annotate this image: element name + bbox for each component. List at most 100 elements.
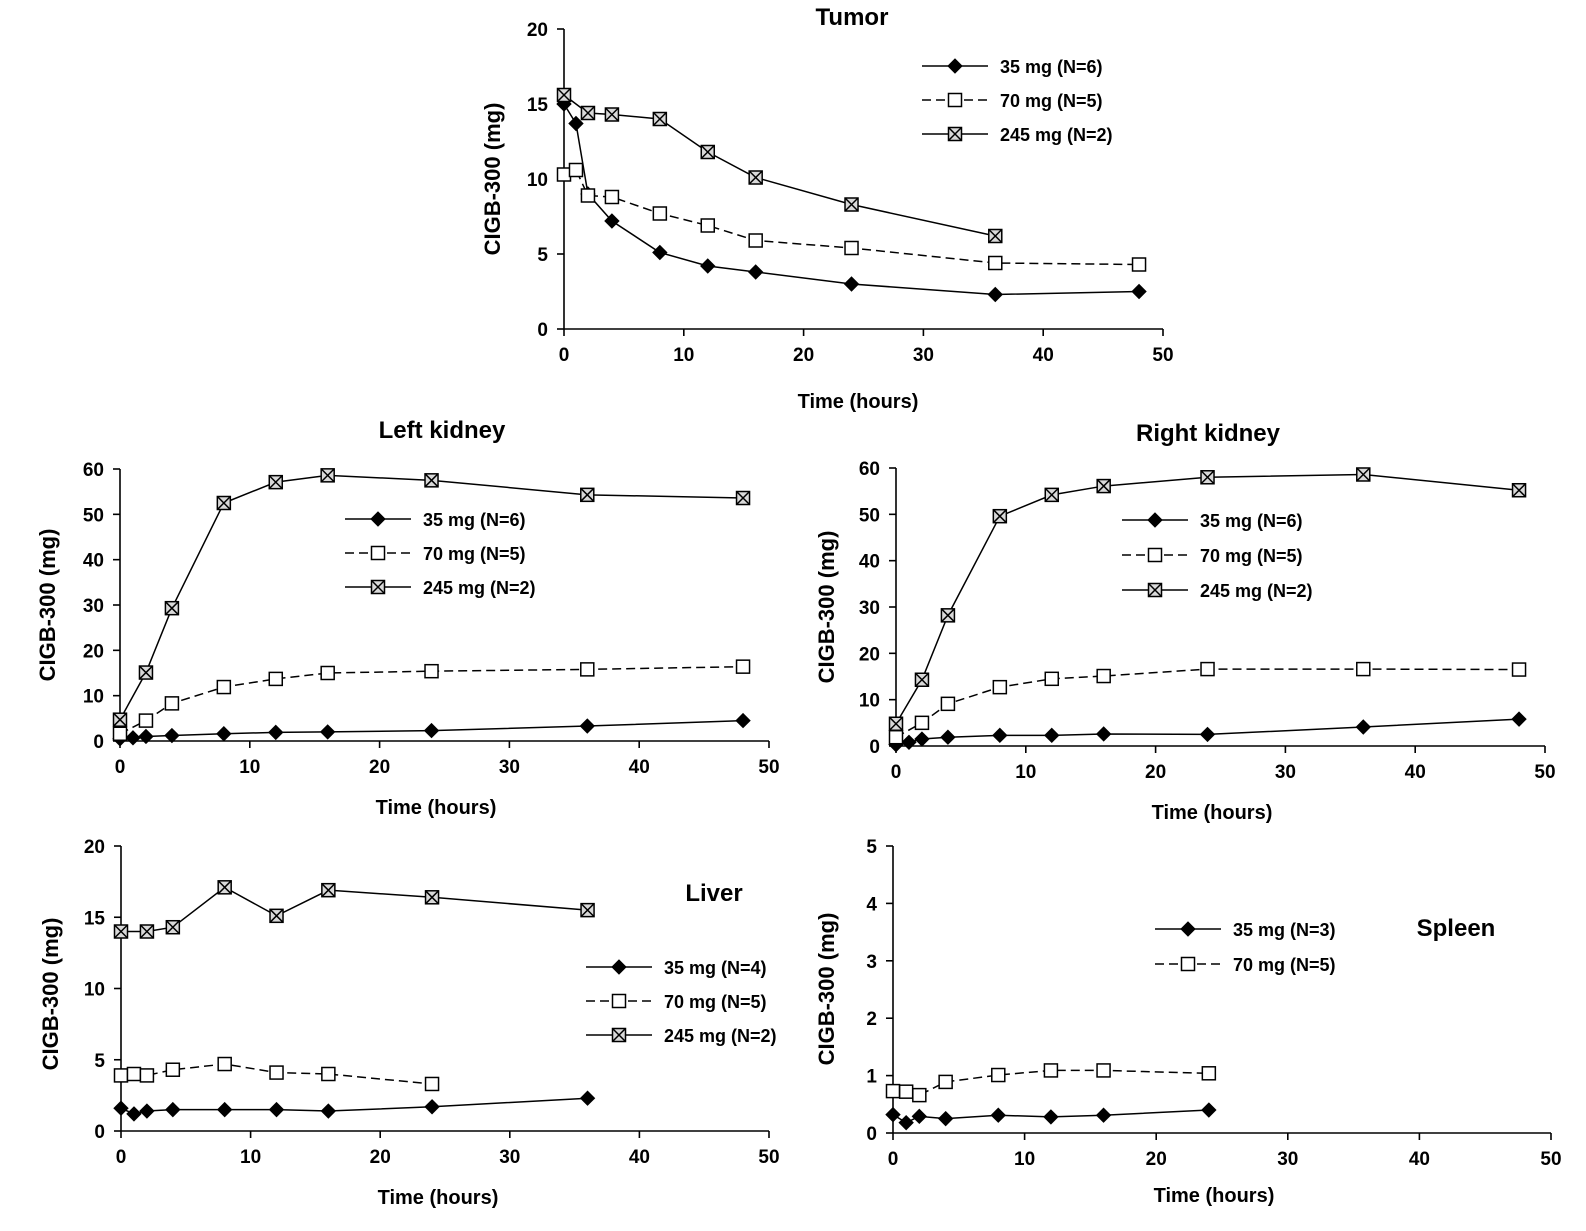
data-point [1043, 1109, 1059, 1125]
legend-entry: 70 mg (N=5) [586, 992, 767, 1012]
legend-label: 70 mg (N=5) [1233, 955, 1336, 975]
x-tick-label: 0 [115, 757, 126, 778]
series-line [563, 94, 996, 237]
legend-entry: 70 mg (N=5) [1122, 546, 1303, 566]
data-point [112, 726, 128, 741]
data-point [604, 107, 620, 122]
x-tick-label: 20 [1145, 762, 1166, 783]
data-point [113, 1068, 129, 1083]
data-point [579, 1090, 596, 1106]
chart-title: Spleen [1417, 915, 1496, 942]
data-point [164, 696, 180, 711]
data-point [1096, 1063, 1111, 1078]
legend-label: 70 mg (N=5) [664, 992, 767, 1012]
x-axis-label: Time (hours) [1152, 802, 1273, 824]
legend-marker [1147, 582, 1163, 598]
legend-label: 35 mg (N=3) [1233, 920, 1336, 940]
x-tick-label: 40 [1033, 345, 1054, 366]
y-tick-label: 50 [859, 505, 880, 526]
legend-entry: 35 mg (N=6) [345, 510, 526, 530]
legend-entry: 70 mg (N=5) [922, 91, 1103, 111]
y-tick-label: 4 [866, 894, 877, 915]
data-point [888, 716, 904, 732]
data-point [580, 188, 596, 203]
series-1 [885, 1063, 1217, 1103]
data-point [424, 890, 440, 905]
legend-marker [947, 126, 963, 142]
y-tick-label: 5 [866, 837, 877, 858]
chart-title: Liver [685, 880, 742, 907]
series-2 [556, 87, 1003, 244]
y-tick-label: 0 [869, 737, 880, 758]
chart-panel-0: 0 10 20 30 40 50 0 5 10 15 20 Tumor Time (hours) CIGB… [480, 4, 1174, 413]
legend-entry: 245 mg (N=2) [922, 125, 1113, 145]
legend-label: 245 mg (N=2) [423, 578, 536, 598]
data-point [1095, 726, 1112, 742]
x-tick-label: 10 [239, 757, 260, 778]
x-tick-label: 50 [1540, 1149, 1561, 1170]
legend-marker [611, 959, 627, 975]
x-tick-label: 20 [1146, 1149, 1167, 1170]
data-point [1356, 467, 1371, 482]
x-axis-label: Time (hours) [376, 797, 497, 819]
data-point [992, 679, 1008, 695]
legend-entry: 35 mg (N=6) [922, 57, 1103, 77]
legend-label: 35 mg (N=6) [1200, 511, 1303, 531]
data-point [914, 731, 930, 747]
legend-marker [1180, 956, 1196, 972]
data-point [320, 468, 335, 483]
data-point [269, 908, 284, 924]
legend-marker [611, 1027, 627, 1043]
legend-entry: 70 mg (N=5) [1155, 955, 1336, 975]
data-point [165, 919, 181, 935]
data-point [165, 1062, 181, 1077]
y-axis-label: CIGB-300 (mg) [480, 103, 505, 256]
series-1 [113, 1056, 440, 1092]
data-point [217, 880, 232, 895]
data-point [988, 255, 1003, 271]
legend-marker [1180, 921, 1196, 937]
data-point [424, 1099, 440, 1115]
data-point [268, 724, 284, 741]
legend-label: 245 mg (N=2) [1200, 581, 1313, 601]
legend-marker [1147, 512, 1163, 528]
series-0 [556, 96, 1147, 303]
data-point [1511, 662, 1527, 677]
x-tick-label: 50 [1152, 345, 1173, 366]
data-point [940, 729, 956, 745]
data-point [1044, 727, 1060, 744]
series-0 [112, 712, 751, 747]
x-tick-label: 40 [1409, 1149, 1430, 1170]
data-point [112, 712, 128, 727]
x-axis-label: Time (hours) [798, 391, 919, 413]
chart-panel-3: 0 10 20 30 40 50 0 5 10 15 20 Liver Time (hours) CIGB… [38, 837, 780, 1209]
y-tick-label: 5 [94, 1051, 105, 1072]
data-point [901, 734, 917, 751]
data-point [424, 663, 439, 679]
x-tick-label: 50 [1534, 762, 1555, 783]
series-0 [885, 1102, 1217, 1131]
data-point [940, 608, 956, 623]
chart-panel-4: 0 10 20 30 40 50 0 1 2 3 4 5 Spleen Time (hours) CIGB-… [814, 837, 1562, 1207]
data-point [580, 487, 595, 503]
data-point [579, 718, 595, 734]
x-axis-label: Time (hours) [378, 1187, 499, 1209]
data-point [992, 727, 1008, 744]
data-point [113, 1100, 129, 1116]
data-point [1200, 470, 1215, 485]
chart-panel-2: 0 10 20 30 40 50 0 10 20 30 40 50 60 Right kidney Time… [814, 420, 1556, 824]
x-tick-label: 30 [1277, 1149, 1298, 1170]
y-tick-label: 0 [93, 732, 104, 753]
y-tick-label: 2 [866, 1009, 877, 1030]
y-tick-label: 15 [84, 908, 106, 929]
data-point [990, 1107, 1006, 1123]
data-point [652, 111, 668, 127]
y-tick-label: 40 [83, 551, 104, 572]
y-tick-label: 20 [527, 20, 548, 41]
series-1 [556, 162, 1147, 272]
data-point [1511, 711, 1527, 727]
legend-marker [611, 993, 627, 1009]
y-axis-label: CIGB-300 (mg) [35, 529, 60, 682]
y-axis-label: CIGB-300 (mg) [814, 531, 839, 684]
